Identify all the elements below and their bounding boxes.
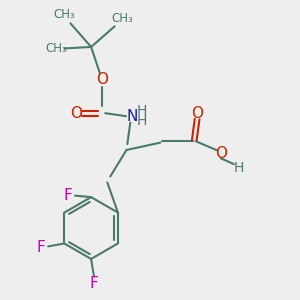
Text: O: O <box>70 106 82 121</box>
Text: F: F <box>90 276 98 291</box>
Text: CH₃: CH₃ <box>54 8 76 21</box>
Text: O: O <box>191 106 203 121</box>
Text: H: H <box>136 114 147 128</box>
Text: O: O <box>96 72 108 87</box>
Text: F: F <box>37 239 46 254</box>
Text: CH₃: CH₃ <box>45 42 67 55</box>
Text: N: N <box>126 109 137 124</box>
Text: H: H <box>136 104 147 118</box>
Text: CH₃: CH₃ <box>111 13 133 26</box>
Text: F: F <box>64 188 73 203</box>
Text: H: H <box>233 161 244 175</box>
Text: O: O <box>215 146 227 161</box>
